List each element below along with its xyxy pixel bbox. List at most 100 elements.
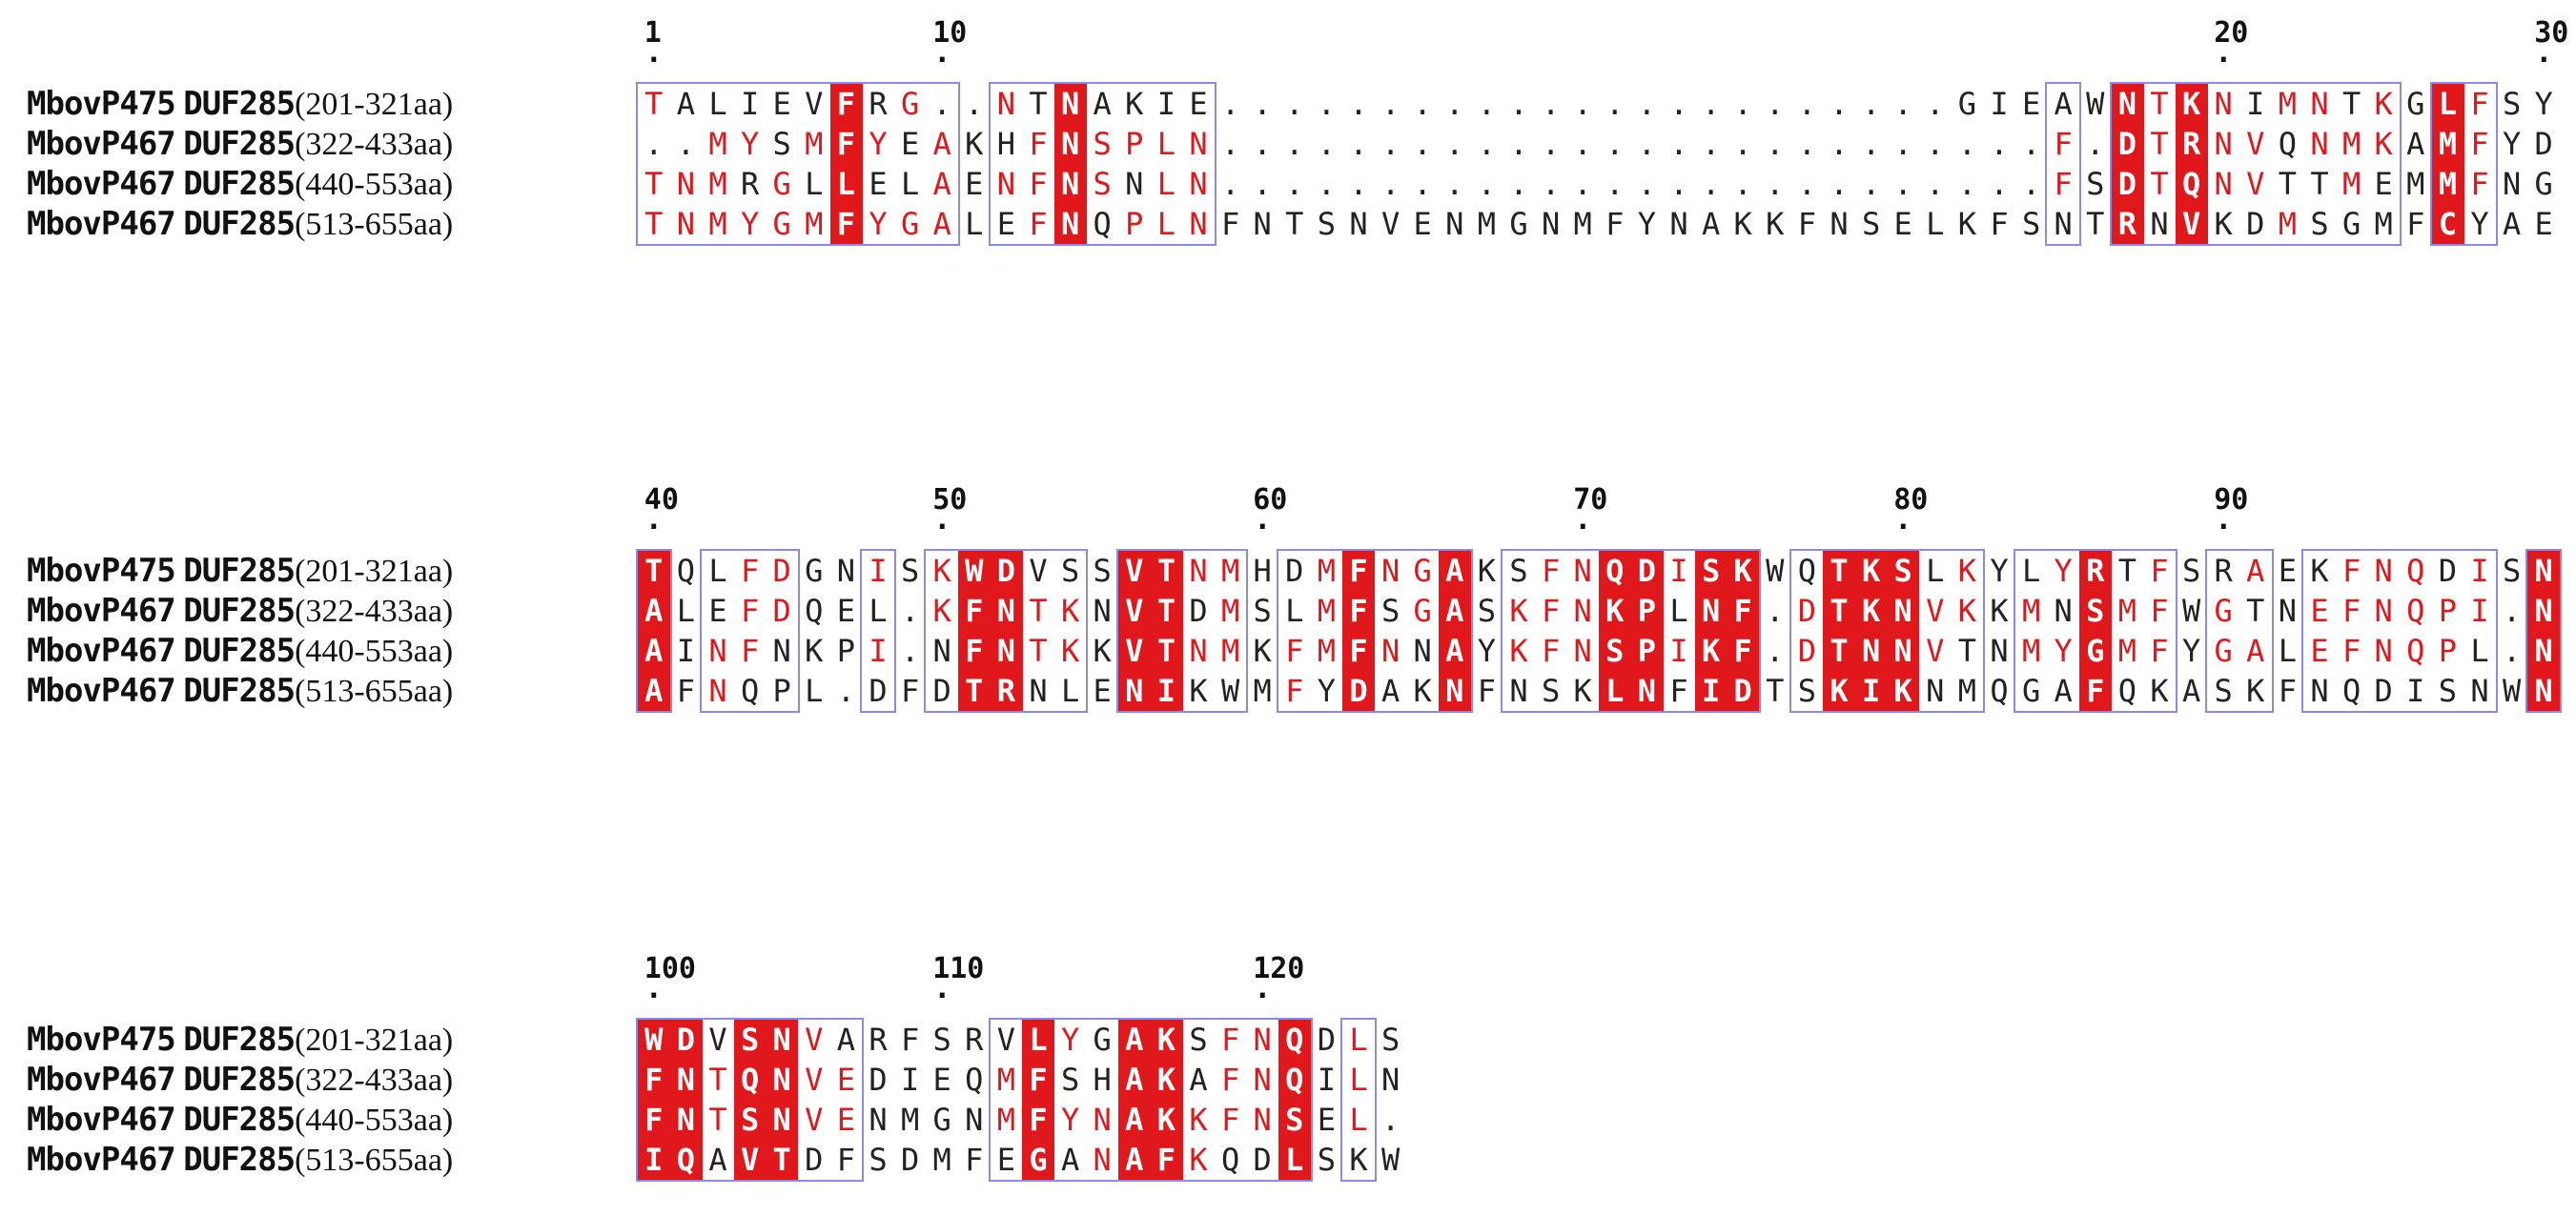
residue-range: (440-553aa) (295, 634, 454, 669)
residue: K (1893, 673, 1912, 709)
residue: L (1285, 1142, 1304, 1178)
residue: W (2086, 86, 2105, 122)
residue: F (1541, 633, 1561, 669)
residue: L (708, 553, 727, 589)
sequence-label: MbovP467 DUF285(513-655aa) (27, 671, 453, 712)
residue: M (2341, 126, 2361, 162)
domain-name: DUF285 (183, 85, 296, 123)
residue: N (1380, 553, 1400, 589)
sequence-name: MbovP467 (27, 1141, 176, 1179)
residue: I (869, 633, 888, 669)
residue: L (2278, 633, 2298, 669)
residue: D (869, 1062, 888, 1098)
residue: A (1701, 206, 1721, 242)
residue: A (676, 86, 696, 122)
residue: M (1477, 206, 1497, 242)
identity-highlight (2079, 551, 2113, 711)
residue: T (2278, 166, 2298, 202)
residue: F (2150, 593, 2169, 629)
residue: R (2181, 126, 2201, 162)
residue: . (836, 673, 856, 709)
residue: E (2374, 166, 2393, 202)
residue: K (1189, 1142, 1208, 1178)
ruler-number: 80 (1893, 483, 1929, 517)
residue: M (1317, 593, 1337, 629)
residue: I (1701, 673, 1721, 709)
identity-highlight (2175, 84, 2208, 244)
residue: Q (1220, 1142, 1240, 1178)
residue: S (1605, 633, 1625, 669)
residue: I (1861, 673, 1881, 709)
residue: D (1797, 633, 1817, 669)
residue: C (2438, 206, 2458, 242)
residue: N (2374, 553, 2393, 589)
residue: T (1156, 553, 1176, 589)
residue: K (2150, 673, 2169, 709)
residue: F (965, 633, 984, 669)
residue: A (1060, 1142, 1080, 1178)
residue: . (1669, 86, 1688, 122)
residue: T (2341, 86, 2361, 122)
residue: . (1701, 126, 1721, 162)
domain-name: DUF285 (183, 632, 296, 670)
residue: N (1926, 673, 1945, 709)
residue: I (1156, 673, 1176, 709)
residue: . (1893, 166, 1912, 202)
conservation-box (1501, 549, 1761, 713)
residue-range: (201-321aa) (295, 87, 454, 122)
ruler-number: 1 (644, 16, 662, 50)
residue: . (1285, 86, 1304, 122)
residue: K (1125, 86, 1144, 122)
residue: K (1605, 593, 1625, 629)
residue: G (900, 206, 920, 242)
residue: . (1541, 86, 1561, 122)
residue: E (772, 86, 791, 122)
residue: I (1317, 1062, 1337, 1098)
residue: . (1445, 126, 1464, 162)
residue: N (2502, 166, 2522, 202)
residue: F (1156, 1142, 1176, 1178)
residue: . (1220, 126, 1240, 162)
sequence-name: MbovP475 (27, 552, 176, 590)
residue: N (1060, 166, 1080, 202)
residue: Q (676, 553, 696, 589)
residue: N (1573, 593, 1592, 629)
residue: R (2214, 553, 2233, 589)
identity-highlight (1053, 84, 1087, 244)
residue: . (644, 126, 664, 162)
residue: T (772, 1142, 791, 1178)
residue: D (900, 1142, 920, 1178)
residue: N (1253, 1022, 1272, 1058)
residue: G (1093, 1022, 1112, 1058)
residue-range: (440-553aa) (295, 1103, 454, 1138)
residue: G (2086, 633, 2105, 669)
residue: D (2117, 126, 2137, 162)
residue: T (644, 86, 664, 122)
residue: M (2278, 206, 2298, 242)
sequence-name: MbovP467 (27, 1101, 176, 1139)
residue: K (1957, 206, 1977, 242)
residue: A (836, 1022, 856, 1058)
residue: Q (2181, 166, 2201, 202)
residue: . (1733, 126, 1752, 162)
residue: Q (2341, 673, 2361, 709)
residue: K (965, 126, 984, 162)
residue: N (2374, 633, 2393, 669)
residue: D (805, 1142, 824, 1178)
sequence-name: MbovP475 (27, 85, 176, 123)
residue: A (644, 673, 664, 709)
residue: . (1253, 126, 1272, 162)
ruler-number: 60 (1253, 483, 1288, 517)
residue: T (1830, 553, 1849, 589)
residue: P (2438, 593, 2458, 629)
residue: Y (869, 206, 888, 242)
residue: D (1797, 593, 1817, 629)
residue: N (1637, 673, 1657, 709)
residue: . (1766, 633, 1785, 669)
sequence-name: MbovP467 (27, 1061, 176, 1099)
residue: V (1926, 593, 1945, 629)
residue: . (1253, 86, 1272, 122)
residue: A (1125, 1062, 1144, 1098)
residue: . (1766, 126, 1785, 162)
residue: A (1093, 86, 1112, 122)
